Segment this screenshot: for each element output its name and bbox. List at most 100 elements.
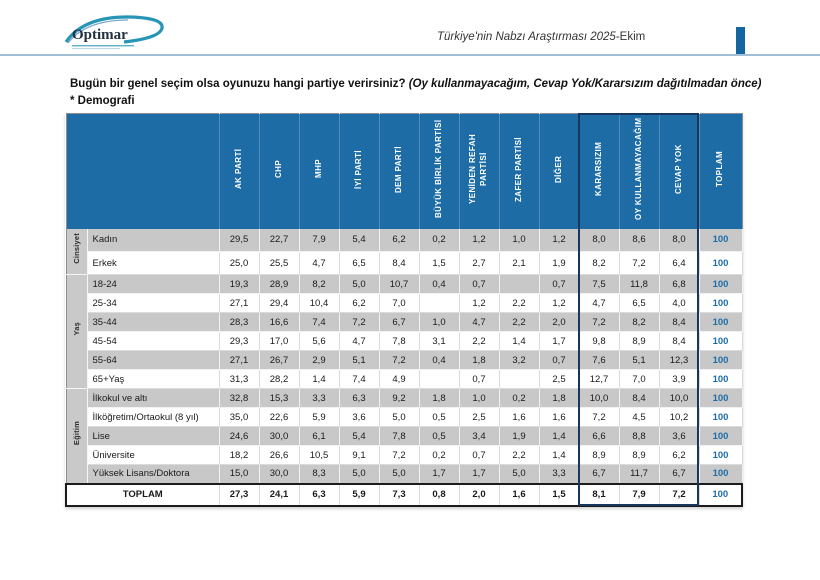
data-cell: 8,2: [619, 312, 660, 332]
data-cell: 1,6: [539, 407, 580, 427]
data-cell: 5,4: [339, 426, 380, 446]
data-cell: 0,7: [459, 445, 500, 465]
accent-bar: [736, 27, 745, 54]
data-cell: 8,3: [299, 464, 340, 484]
logo-swoosh-inner: [67, 19, 129, 44]
data-cell: 4,7: [339, 331, 380, 351]
data-cell: 7,8: [379, 331, 420, 351]
data-cell: 10,5: [299, 445, 340, 465]
row-label: Lise: [87, 426, 220, 446]
data-cell: 27,1: [219, 350, 260, 370]
column-header-label: DEM PARTİ: [393, 145, 403, 193]
table-row: Üniversite 18,2 26,6 10,5 9,1 7,2 0,2 0,7 2,2 1,4…: [66, 445, 743, 465]
table-row: İlköğretim/Ortaokul (8 yıl) 35,0 22,6 5,9 3,…: [66, 407, 743, 427]
data-cell: 100: [699, 388, 743, 408]
table-row: 55-64 27,1 26,7 2,9 5,1 7,2 0,4 1,8 3,2 0,7 7,6 5,1…: [66, 350, 743, 370]
column-header-label: AK PARTİ: [233, 148, 243, 189]
data-cell: 27,3: [219, 482, 260, 507]
data-cell: 8,4: [619, 388, 660, 408]
row-label: 18-24: [87, 274, 220, 294]
data-cell: 2,5: [539, 369, 580, 389]
column-header-label: ZAFER PARTİSİ: [513, 136, 523, 202]
report-title: Türkiye'nin Nabzı Araştırması 2025-Ekim: [437, 31, 645, 43]
data-cell: 4,7: [299, 251, 340, 275]
data-cell: 6,8: [659, 274, 700, 294]
data-cell: 1,7: [539, 331, 580, 351]
data-cell: 15,3: [259, 388, 300, 408]
question-note: * Demografi: [70, 95, 135, 108]
optimar-logo: Optimar: [64, 15, 164, 50]
question-line: Bugün bir genel seçim olsa oyunuzu hangi…: [70, 76, 780, 93]
column-header: AK PARTİ: [218, 113, 259, 229]
row-label: 55-64: [87, 350, 220, 370]
data-cell: 5,1: [619, 350, 660, 370]
data-cell: 100: [699, 331, 743, 351]
data-cell: 100: [699, 228, 743, 252]
data-cell: 4,0: [659, 293, 700, 313]
table-row: Cinsiyet Kadın 29,5 22,7 7,9 5,4 6,2 0,2 1,2 1,0 1…: [66, 228, 743, 275]
data-cell: 1,7: [459, 464, 500, 484]
data-cell: 26,6: [259, 445, 300, 465]
data-cell: 32,8: [219, 388, 260, 408]
group-label: Cinsiyet: [72, 233, 81, 265]
data-cell: 10,2: [659, 407, 700, 427]
data-cell: 8,4: [659, 312, 700, 332]
data-cell: 3,6: [659, 426, 700, 446]
data-cell: 7,2: [579, 312, 620, 332]
data-cell: 3,9: [659, 369, 700, 389]
data-cell: 9,1: [339, 445, 380, 465]
data-cell: 1,6: [499, 407, 540, 427]
data-cell: 8,6: [619, 228, 660, 252]
data-cell: 6,3: [339, 388, 380, 408]
data-cell: 7,4: [339, 369, 380, 389]
data-cell: 1,5: [419, 251, 460, 275]
data-cell: 8,0: [579, 228, 620, 252]
data-cell: 2,2: [459, 331, 500, 351]
data-cell: 5,0: [339, 274, 380, 294]
data-cell: 6,5: [619, 293, 660, 313]
data-cell: 7,2: [579, 407, 620, 427]
question-block: Bugün bir genel seçim olsa oyunuzu hangi…: [70, 76, 780, 111]
total-row-label: TOPLAM: [65, 482, 220, 507]
data-cell: 35,0: [219, 407, 260, 427]
data-cell: 8,2: [579, 251, 620, 275]
data-cell: 7,2: [339, 312, 380, 332]
row-label: 35-44: [87, 312, 220, 332]
data-cell: 1,4: [499, 331, 540, 351]
data-cell: 1,2: [539, 228, 580, 252]
data-cell: 7,2: [379, 350, 420, 370]
row-label: 25-34: [87, 293, 220, 313]
data-cell: 1,8: [539, 388, 580, 408]
column-header: KARARSIZIM: [578, 113, 619, 229]
data-cell: 100: [699, 426, 743, 446]
data-cell: 8,9: [619, 445, 660, 465]
group-cell: Yaş: [66, 274, 88, 389]
data-cell: 4,9: [379, 369, 420, 389]
data-cell: 19,3: [219, 274, 260, 294]
data-cell: 0,2: [419, 445, 460, 465]
data-cell: 7,0: [619, 369, 660, 389]
data-cell: 0,2: [499, 388, 540, 408]
data-cell: 6,1: [299, 426, 340, 446]
data-cell: 1,0: [419, 312, 460, 332]
corner-cell: [66, 113, 219, 229]
row-label: İlköğretim/Ortaokul (8 yıl): [87, 407, 220, 427]
data-cell: 8,9: [619, 331, 660, 351]
data-cell: 2,0: [539, 312, 580, 332]
data-cell: 1,5: [539, 482, 580, 507]
data-cell: 4,7: [459, 312, 500, 332]
data-cell: 27,1: [219, 293, 260, 313]
table-row: 45-54 29,3 17,0 5,6 4,7 7,8 3,1 2,2 1,4 1,7 9,8 8,9…: [66, 331, 743, 351]
data-cell: 0,8: [419, 482, 460, 507]
data-cell: 9,8: [579, 331, 620, 351]
data-cell: 5,0: [499, 464, 540, 484]
data-cell: 5,0: [379, 464, 420, 484]
data-cell: 6,7: [379, 312, 420, 332]
data-cell: 100: [699, 369, 743, 389]
table-row: 35-44 28,3 16,6 7,4 7,2 6,7 1,0 4,7 2,2 2,0 7,2 8,2…: [66, 312, 743, 332]
data-cell: 7,2: [619, 251, 660, 275]
data-cell: 7,6: [579, 350, 620, 370]
data-cell: 5,4: [339, 228, 380, 252]
logo-tagline-line: [72, 48, 120, 50]
